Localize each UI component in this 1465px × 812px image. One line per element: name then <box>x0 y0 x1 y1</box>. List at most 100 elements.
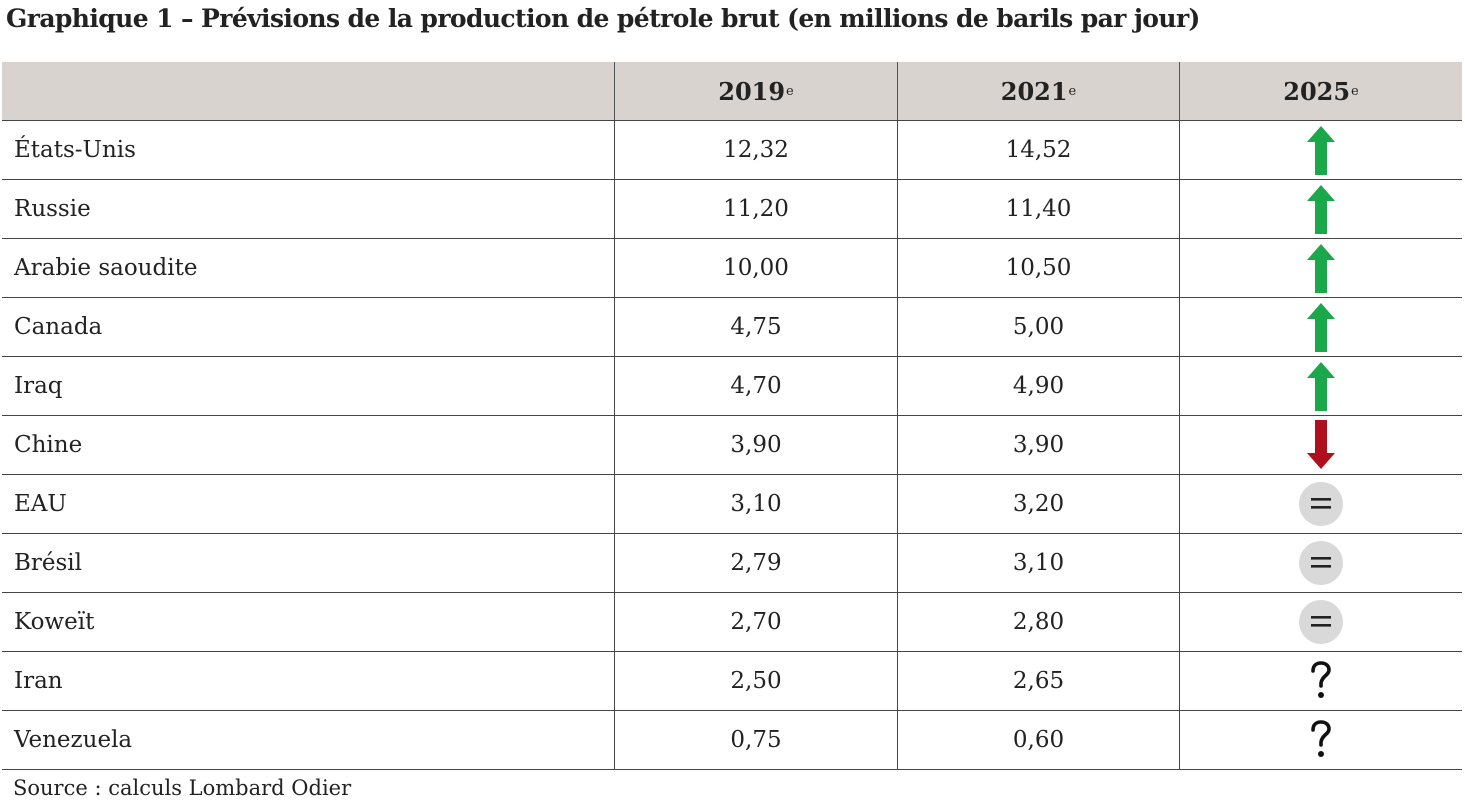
value-2019: 4,75 <box>730 314 782 340</box>
country-label: Brésil <box>14 550 83 576</box>
country-cell: Iraq <box>2 357 614 415</box>
country-cell: Brésil <box>2 534 614 592</box>
equal-icon <box>1298 540 1344 586</box>
value-2021: 3,20 <box>1012 491 1065 517</box>
value-2021: 2,65 <box>1012 668 1065 694</box>
trend-2025-cell <box>1179 534 1462 592</box>
value-2021-cell: 2,80 <box>897 593 1179 651</box>
value-2021-cell: 2,65 <box>897 652 1179 710</box>
country-label: Iraq <box>14 373 63 399</box>
value-2019-cell: 4,70 <box>614 357 897 415</box>
table-row: Iran 2,50 2,65 <box>2 651 1462 710</box>
value-2019-cell: 10,00 <box>614 239 897 297</box>
value-2019: 11,20 <box>723 196 789 222</box>
trend-2025-cell <box>1179 593 1462 651</box>
header-2021: 2021 e <box>897 62 1179 120</box>
header-2019-superscript: e <box>786 83 794 99</box>
header-2021-superscript: e <box>1068 83 1077 99</box>
country-label: Iran <box>14 668 63 694</box>
table-row: Russie 11,20 11,40 <box>2 179 1462 238</box>
value-2021-cell: 11,40 <box>897 180 1179 238</box>
country-label: États-Unis <box>14 137 136 163</box>
header-2019-label: 2019 <box>718 76 786 106</box>
value-2019-cell: 4,75 <box>614 298 897 356</box>
value-2019-cell: 3,90 <box>614 416 897 474</box>
value-2021: 3,90 <box>1012 432 1065 458</box>
value-2019-cell: 11,20 <box>614 180 897 238</box>
table-row: EAU 3,10 3,20 <box>2 474 1462 533</box>
country-cell: États-Unis <box>2 121 614 179</box>
value-2019: 0,75 <box>730 727 782 753</box>
value-2021-cell: 3,10 <box>897 534 1179 592</box>
trend-2025-cell <box>1179 475 1462 533</box>
table-row: Venezuela 0,75 0,60 <box>2 710 1462 769</box>
table-row: Iraq 4,70 4,90 <box>2 356 1462 415</box>
value-2019: 3,10 <box>730 491 782 517</box>
value-2021: 0,60 <box>1012 727 1065 753</box>
trend-2025-cell <box>1179 298 1462 356</box>
country-label: Venezuela <box>14 727 133 753</box>
value-2019: 12,32 <box>723 137 789 163</box>
trend-2025-cell <box>1179 180 1462 238</box>
value-2021: 4,90 <box>1012 373 1065 399</box>
header-2025: 2025 e <box>1179 62 1462 120</box>
table-row: États-Unis 12,32 14,52 <box>2 120 1462 179</box>
value-2021-cell: 4,90 <box>897 357 1179 415</box>
country-cell: Russie <box>2 180 614 238</box>
value-2021-cell: 5,00 <box>897 298 1179 356</box>
value-2019: 2,70 <box>730 609 782 635</box>
header-2025-superscript: e <box>1351 83 1359 99</box>
value-2021: 2,80 <box>1012 609 1065 635</box>
value-2019: 3,90 <box>730 432 782 458</box>
country-cell: EAU <box>2 475 614 533</box>
value-2019: 4,70 <box>730 373 782 399</box>
chart-title: Graphique 1 – Prévisions de la productio… <box>6 4 1200 33</box>
value-2021-cell: 0,60 <box>897 711 1179 769</box>
trend-2025-cell <box>1179 711 1462 769</box>
header-2021-label: 2021 <box>1000 76 1068 106</box>
country-cell: Chine <box>2 416 614 474</box>
value-2021-cell: 3,20 <box>897 475 1179 533</box>
value-2019: 2,50 <box>730 668 782 694</box>
header-2019: 2019 e <box>614 62 897 120</box>
value-2021: 11,40 <box>1005 196 1072 222</box>
table-row: Koweït 2,70 2,80 <box>2 592 1462 651</box>
country-label: Chine <box>14 432 83 458</box>
table-row: Canada 4,75 5,00 <box>2 297 1462 356</box>
table-row: Arabie saoudite 10,00 10,50 <box>2 238 1462 297</box>
up-arrow-icon <box>1306 301 1336 353</box>
value-2021: 14,52 <box>1005 137 1072 163</box>
value-2021-cell: 3,90 <box>897 416 1179 474</box>
country-cell: Canada <box>2 298 614 356</box>
trend-2025-cell <box>1179 652 1462 710</box>
table-row: Chine 3,90 3,90 <box>2 415 1462 474</box>
value-2021: 5,00 <box>1012 314 1065 340</box>
header-country-cell <box>2 62 614 120</box>
table-row: Brésil 2,79 3,10 <box>2 533 1462 592</box>
down-arrow-icon <box>1306 419 1336 471</box>
country-cell: Venezuela <box>2 711 614 769</box>
trend-2025-cell <box>1179 239 1462 297</box>
value-2021: 3,10 <box>1012 550 1065 576</box>
up-arrow-icon <box>1306 183 1336 235</box>
country-cell: Iran <box>2 652 614 710</box>
value-2019-cell: 2,79 <box>614 534 897 592</box>
source-note: Source : calculs Lombard Odier <box>13 776 352 800</box>
country-label: Canada <box>14 314 103 340</box>
value-2019-cell: 3,10 <box>614 475 897 533</box>
value-2019: 2,79 <box>730 550 782 576</box>
country-cell: Arabie saoudite <box>2 239 614 297</box>
up-arrow-icon <box>1306 124 1336 176</box>
country-label: Russie <box>14 196 91 222</box>
trend-2025-cell <box>1179 357 1462 415</box>
question-mark-icon <box>1309 661 1333 701</box>
header-2025-label: 2025 <box>1283 76 1351 106</box>
question-mark-icon <box>1309 720 1333 760</box>
country-cell: Koweït <box>2 593 614 651</box>
up-arrow-icon <box>1306 242 1336 294</box>
production-table: 2019 e 2021 e 2025 e États-Unis 12,32 14,52 Ru… <box>2 62 1462 770</box>
table-header-row: 2019 e 2021 e 2025 e <box>2 62 1462 120</box>
table-body: États-Unis 12,32 14,52 Russie 11,20 11,40 Arab… <box>2 120 1462 769</box>
up-arrow-icon <box>1306 360 1336 412</box>
value-2021-cell: 10,50 <box>897 239 1179 297</box>
